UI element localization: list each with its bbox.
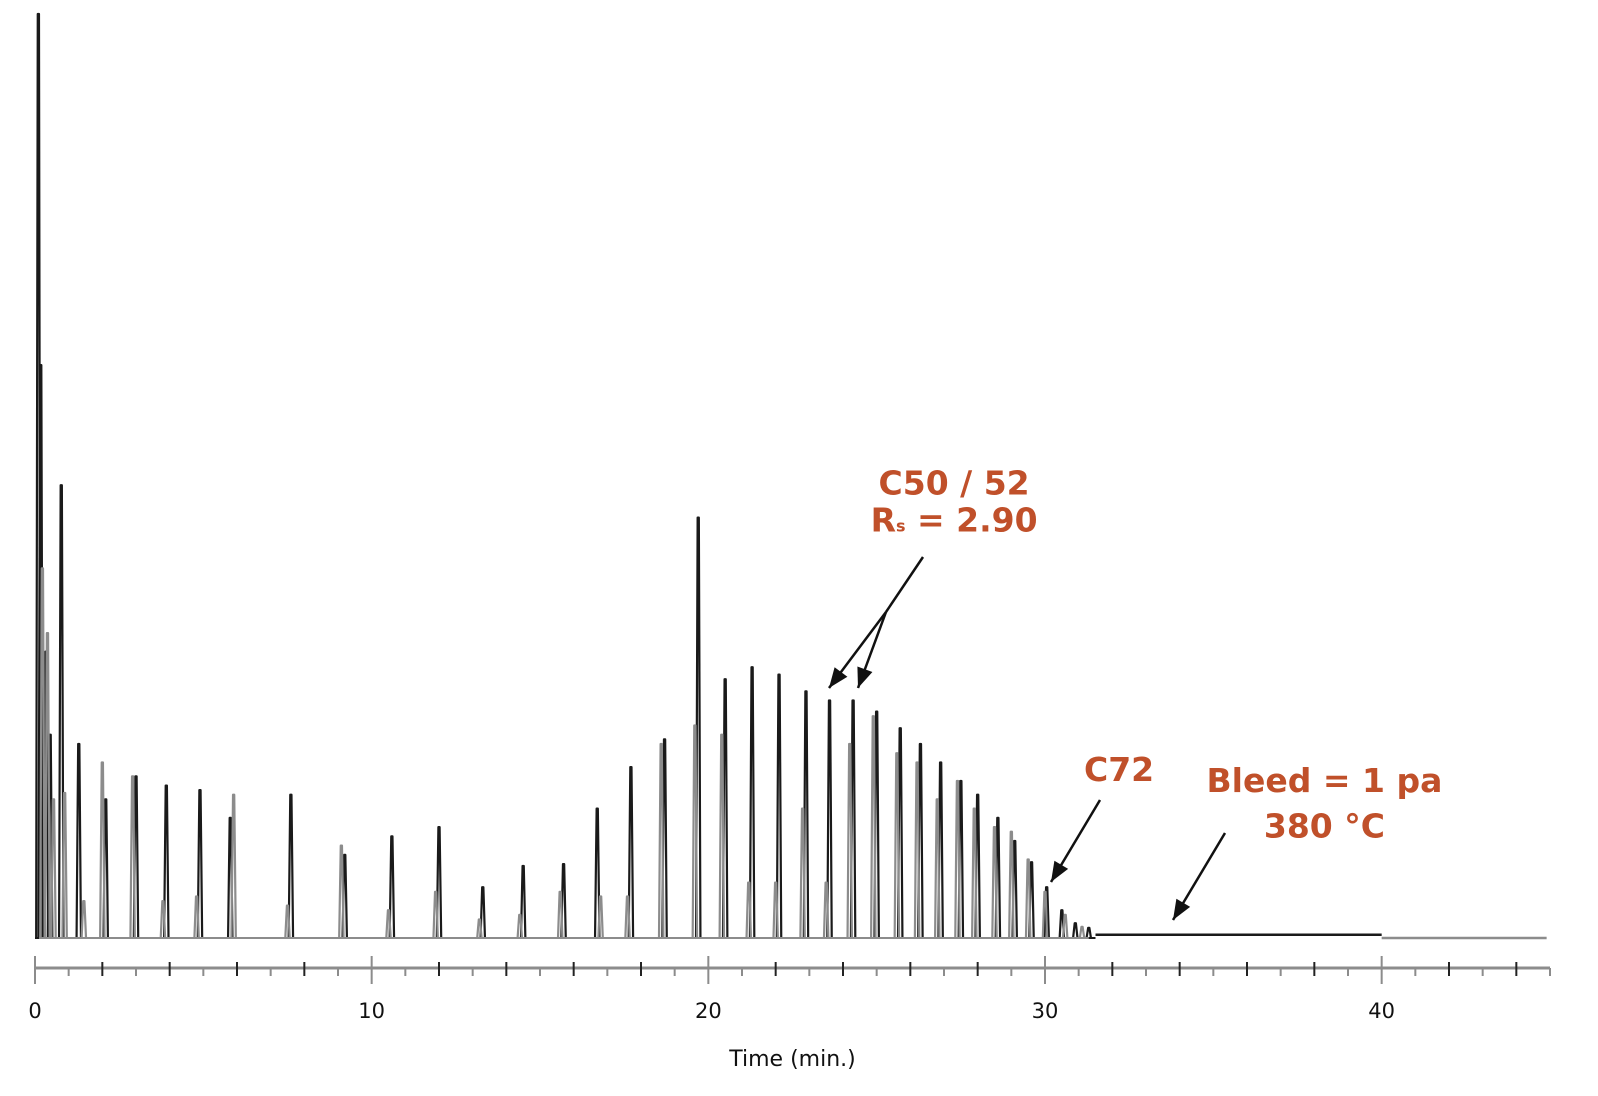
annotation-temperature: 380 °C xyxy=(1264,806,1385,845)
annotation-resolution-value: = 2.90 xyxy=(906,500,1038,539)
series-1-peak-23 xyxy=(772,881,779,939)
series-0-peak-40 xyxy=(1085,926,1093,939)
series-1-peak-1 xyxy=(44,631,51,939)
series-1-peak-26 xyxy=(846,742,854,939)
series-1-peak-25 xyxy=(822,881,830,939)
series-1-peak-28 xyxy=(893,752,901,939)
series-1-peak-18 xyxy=(624,895,631,939)
series-1-peak-6 xyxy=(129,775,136,939)
series-1-peak-12 xyxy=(385,909,392,939)
annotation-c50-52: C50 / 52 xyxy=(879,463,1030,502)
series-1-peak-15 xyxy=(516,913,524,939)
series-1-peak-9 xyxy=(230,793,237,939)
arrow-c50 xyxy=(828,611,887,689)
series-1-peak-32 xyxy=(971,807,978,939)
series-1-peak-4 xyxy=(80,899,88,939)
x-axis-label: Time (min.) xyxy=(728,1047,855,1072)
x-tick-label-40: 40 xyxy=(1368,999,1395,1023)
series-0-peak-9 xyxy=(196,789,204,939)
arrow-bleed xyxy=(1171,832,1227,921)
series-1-peak-5 xyxy=(99,761,106,939)
series-1-peak-21 xyxy=(718,733,726,939)
series-1-peak-2 xyxy=(50,798,57,939)
series-1-peak-11 xyxy=(338,844,345,939)
arrow-c50-stem xyxy=(884,556,925,613)
series-1-peak-24 xyxy=(799,807,806,939)
series-0-peak-5 xyxy=(75,742,83,939)
series-1-peak-36 xyxy=(1041,890,1049,939)
series-1-peak-30 xyxy=(933,798,941,939)
series-1-peak-8 xyxy=(193,895,200,939)
series-0-peak-4 xyxy=(57,484,65,939)
annotation-bleed: Bleed = 1 pa xyxy=(1207,761,1443,800)
series-1-peak-7 xyxy=(159,899,167,939)
arrow-c72 xyxy=(1049,799,1102,883)
annotation-c72: C72 xyxy=(1084,750,1154,789)
series-1-peak-31 xyxy=(954,779,961,939)
x-tick-label-30: 30 xyxy=(1032,999,1059,1023)
annotation-resolution: Rs = 2.90 xyxy=(871,500,1038,539)
series-0-peak-25 xyxy=(802,690,810,939)
x-axis: 0 10 20 30 40 xyxy=(28,956,1551,1023)
series-0-peak-26 xyxy=(826,699,833,939)
series-1-peak-14 xyxy=(476,918,483,939)
series-1-peak-22 xyxy=(745,881,753,939)
series-1-peak-17 xyxy=(597,895,604,939)
series-0-peak-24 xyxy=(775,673,783,939)
annotation-resolution-subscript: s xyxy=(896,516,906,535)
series-0-peak-16 xyxy=(519,864,527,939)
series-1-peak-19 xyxy=(657,742,665,939)
series-layer xyxy=(35,12,1547,940)
series-0-peak-21 xyxy=(694,516,702,939)
series-0-peak-15 xyxy=(479,886,487,939)
series-1-peak-38 xyxy=(1078,925,1086,939)
series-0-peak-39 xyxy=(1072,922,1079,939)
series-0-peak-19 xyxy=(627,765,635,939)
series-0-peak-13 xyxy=(388,835,396,939)
x-tick-label-20: 20 xyxy=(695,999,722,1023)
series-1 xyxy=(39,567,1547,940)
series-1-peak-13 xyxy=(432,890,439,939)
x-tick-label-0: 0 xyxy=(28,999,41,1023)
series-0-peak-8 xyxy=(163,784,170,939)
series-1-peak-20 xyxy=(691,724,699,939)
series-1-peak-16 xyxy=(556,890,564,939)
series-1-peak-29 xyxy=(913,761,921,939)
series-0-peak-14 xyxy=(435,826,443,939)
annotation-arrows xyxy=(828,556,1227,921)
series-1-peak-37 xyxy=(1061,913,1069,939)
series-1-peak-34 xyxy=(1008,830,1015,939)
series-1-peak-35 xyxy=(1024,858,1032,939)
series-0-peak-23 xyxy=(748,666,756,939)
series-1-peak-3 xyxy=(61,791,68,939)
series-1-peak-10 xyxy=(284,904,291,939)
series-0-peak-18 xyxy=(593,807,601,939)
series-1-peak-33 xyxy=(991,826,998,939)
arrow-c52 xyxy=(856,611,888,689)
series-0 xyxy=(35,12,1382,939)
series-1-peak-27 xyxy=(870,715,877,939)
series-1-peak-0 xyxy=(39,567,46,939)
series-0-peak-11 xyxy=(287,793,295,939)
x-tick-label-10: 10 xyxy=(358,999,385,1023)
annotation-resolution-r: R xyxy=(871,500,896,539)
